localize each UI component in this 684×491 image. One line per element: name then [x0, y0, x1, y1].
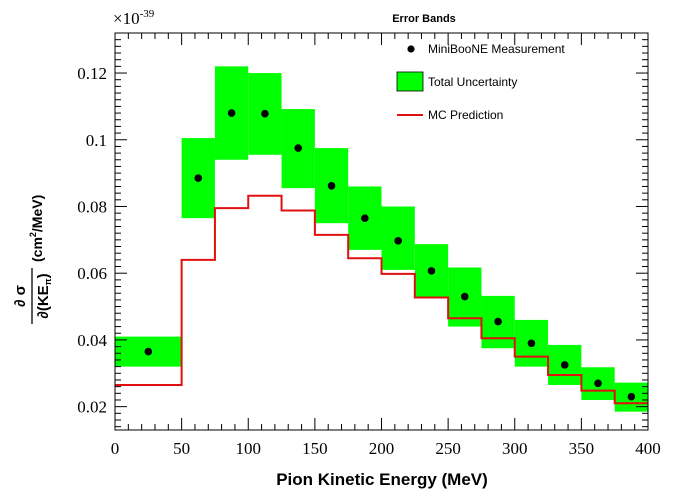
- mc-prediction-line: [115, 194, 648, 405]
- x-tick-label: 200: [369, 439, 395, 458]
- svg-text:∂ σ: ∂ σ: [12, 285, 29, 307]
- legend-title: Error Bands: [392, 13, 456, 25]
- measurement-point: [194, 174, 203, 182]
- measurement-point: [594, 379, 602, 388]
- measurement-point: [261, 109, 269, 118]
- measurement-point: [627, 392, 636, 401]
- y-axis-ticks: 0.02 0.04 0.06 0.08 0.1 0.12: [77, 39, 648, 428]
- x-tick-label: 300: [502, 439, 528, 458]
- x-tick-label: 350: [569, 439, 595, 458]
- y-scale-multiplier: ×10-39: [113, 8, 155, 28]
- measurement-point: [427, 267, 436, 275]
- x-tick-label: 150: [302, 439, 328, 458]
- x-axis-title: Pion Kinetic Energy (MeV): [276, 470, 488, 489]
- measurement-point: [560, 361, 569, 369]
- y-tick-label: 0.06: [77, 264, 107, 283]
- measurement-point: [527, 339, 536, 348]
- legend-label-uncertainty: Total Uncertainty: [428, 75, 517, 89]
- measurement-point: [460, 292, 469, 301]
- measurement-point: [294, 144, 303, 152]
- y-tick-label: 0.1: [86, 131, 107, 150]
- measurement-point: [361, 214, 369, 222]
- y-tick-label: 0.08: [77, 197, 107, 216]
- measurement-point: [394, 237, 402, 245]
- legend-marker-uncertainty: [396, 71, 424, 92]
- measurement-point: [327, 181, 336, 190]
- mc-step-path: [115, 194, 648, 405]
- measurement-point: [144, 347, 153, 356]
- x-tick-label: 100: [236, 439, 262, 458]
- y-axis-title: ∂ σ ∂(KEπ) (cm2/MeV): [12, 195, 53, 324]
- measurement-point: [494, 317, 502, 326]
- x-tick-label: 250: [435, 439, 461, 458]
- measurement-point: [227, 109, 236, 117]
- y-tick-label: 0.04: [77, 331, 107, 350]
- y-tick-label: 0.02: [77, 398, 107, 417]
- x-tick-label: 0: [111, 439, 120, 458]
- x-tick-label: 400: [635, 439, 661, 458]
- uncertainty-bands: [115, 66, 648, 412]
- x-axis-ticks: 0 50 100 150 200 250 300 350 400: [111, 33, 661, 458]
- legend: Error Bands MiniBooNE Measurement Total …: [392, 13, 565, 122]
- y-tick-label: 0.12: [77, 64, 107, 83]
- x-tick-label: 50: [173, 439, 190, 458]
- measurement-points: [144, 109, 636, 401]
- svg-text:(cm2/MeV): (cm2/MeV): [28, 195, 45, 262]
- legend-label-measurement: MiniBooNE Measurement: [428, 42, 565, 56]
- legend-label-mc: MC Prediction: [428, 108, 503, 122]
- legend-marker-measurement: [407, 45, 415, 53]
- svg-text:∂(KEπ): ∂(KEπ): [35, 273, 53, 318]
